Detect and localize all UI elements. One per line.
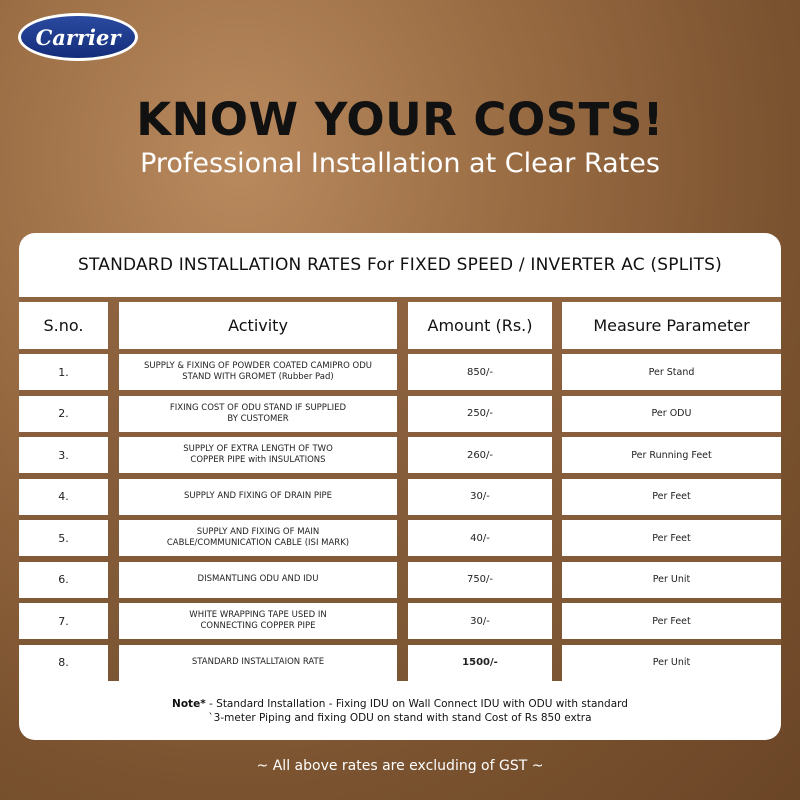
table-cell-sno-row-7: 7. xyxy=(19,603,108,639)
activity-line: CONNECTING COPPER PIPE xyxy=(200,621,316,631)
table-title: STANDARD INSTALLATION RATES For FIXED SP… xyxy=(77,255,723,275)
subheadline: Professional Installation at Clear Rates xyxy=(140,148,660,179)
table-cell-measure-row-4: Per Feet xyxy=(562,478,781,515)
carrier-logo-wordmark: Carrier xyxy=(21,16,135,58)
activity-line: SUPPLY & FIXING OF POWDER COATED CAMIPRO… xyxy=(143,361,372,371)
activity-line: SUPPLY AND FIXING OF DRAIN PIPE xyxy=(183,491,333,501)
table-cell-amount-row-3: 260/- xyxy=(408,437,552,473)
table-cell-activity-row-5: SUPPLY AND FIXING OF MAIN CABLE/COMMUNICA… xyxy=(119,520,397,556)
activity-line: STAND WITH GROMET (Rubber Pad) xyxy=(182,372,334,382)
rates-table: S.no. Activity Amount (Rs.) Measure Paramet… xyxy=(19,297,781,681)
table-cell-activity-row-8: STANDARD INSTALLTAION RATE xyxy=(119,644,397,681)
table-cell-measure-row-5: Per Feet xyxy=(562,520,781,556)
activity-line: BY CUSTOMER xyxy=(227,413,289,424)
table-cell-amount-row-4: 30/- xyxy=(408,478,552,515)
table-cell-sno-row-2: 2. xyxy=(19,395,108,432)
rates-card: STANDARD INSTALLATION RATES For FIXED SP… xyxy=(19,233,781,740)
note-line-1: - Standard Installation - Fixing IDU on … xyxy=(205,698,628,710)
table-cell-amount-row-1: 850/- xyxy=(408,354,552,390)
table-cell-sno-row-8: 8. xyxy=(19,644,108,681)
activity-line: FIXING COST OF ODU STAND IF SUPPLIED xyxy=(169,402,347,413)
activity-line: SUPPLY AND FIXING OF MAIN xyxy=(196,527,320,537)
table-cell-measure-row-2: Per ODU xyxy=(562,395,781,432)
table-cell-activity-row-6: DISMANTLING ODU AND IDU xyxy=(119,561,397,598)
activity-line: STANDARD INSTALLTAION RATE xyxy=(191,657,325,667)
activity-line: COPPER PIPE with INSULATIONS xyxy=(190,455,326,465)
table-cell-measure-row-1: Per Stand xyxy=(562,354,781,390)
table-cell-amount-row-6: 750/- xyxy=(408,561,552,598)
table-header-3: Measure Parameter xyxy=(562,302,781,349)
table-cell-amount-row-2: 250/- xyxy=(408,395,552,432)
table-cell-activity-row-4: SUPPLY AND FIXING OF DRAIN PIPE xyxy=(119,478,397,515)
table-cell-sno-row-5: 5. xyxy=(19,520,108,556)
table-cell-activity-row-3: SUPPLY OF EXTRA LENGTH OF TWO COPPER PIPE… xyxy=(119,437,397,473)
table-cell-measure-row-6: Per Unit xyxy=(562,561,781,598)
activity-line: CABLE/COMMUNICATION CABLE (ISI MARK) xyxy=(166,538,350,548)
table-cell-amount-row-8: 1500/- xyxy=(408,644,552,681)
table-cell-sno-row-4: 4. xyxy=(19,478,108,515)
table-cell-amount-row-7: 30/- xyxy=(408,603,552,639)
activity-line: SUPPLY OF EXTRA LENGTH OF TWO xyxy=(183,444,333,454)
table-cell-amount-row-5: 40/- xyxy=(408,520,552,556)
table-cell-sno-row-1: 1. xyxy=(19,354,108,390)
note: Note* - Standard Installation - Fixing I… xyxy=(19,688,781,734)
activity-line: WHITE WRAPPING TAPE USED IN xyxy=(189,610,327,620)
table-cell-activity-row-7: WHITE WRAPPING TAPE USED IN CONNECTING CO… xyxy=(119,603,397,639)
table-cell-activity-row-2: FIXING COST OF ODU STAND IF SUPPLIED BY C… xyxy=(119,395,397,432)
table-header-1: Activity xyxy=(119,302,397,349)
table-cell-measure-row-3: Per Running Feet xyxy=(562,437,781,473)
carrier-logo: Carrier xyxy=(18,13,138,61)
table-header-0: S.no. xyxy=(19,302,108,349)
table-cell-sno-row-3: 3. xyxy=(19,437,108,473)
headline: KNOW YOUR COSTS! xyxy=(136,93,664,146)
note-label: Note* xyxy=(172,698,206,710)
activity-line: DISMANTLING ODU AND IDU xyxy=(197,574,319,584)
table-cell-measure-row-8: Per Unit xyxy=(562,644,781,681)
gst-footer: ~ All above rates are excluding of GST ~ xyxy=(256,758,544,774)
note-line-2: `3-meter Piping and fixing ODU on stand … xyxy=(208,712,592,724)
table-cell-sno-row-6: 6. xyxy=(19,561,108,598)
table-header-2: Amount (Rs.) xyxy=(408,302,552,349)
table-cell-measure-row-7: Per Feet xyxy=(562,603,781,639)
table-cell-activity-row-1: SUPPLY & FIXING OF POWDER COATED CAMIPRO… xyxy=(119,354,397,390)
